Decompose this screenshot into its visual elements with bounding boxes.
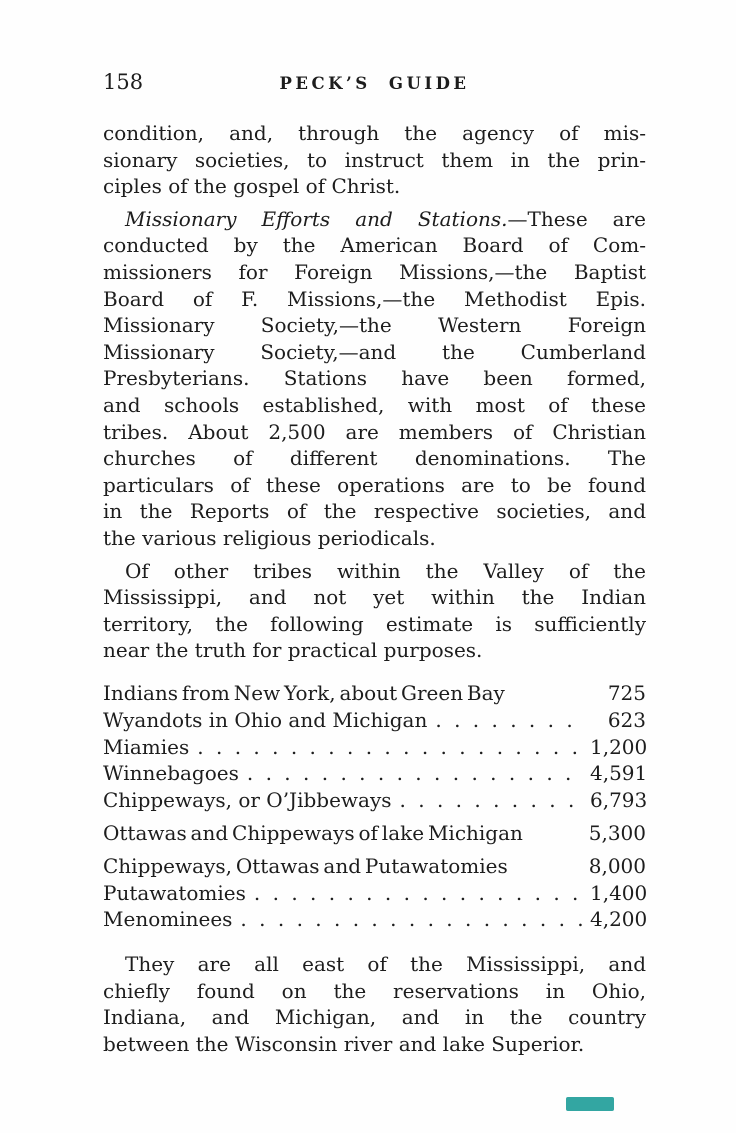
table-row: Putawatomies . . . . . . . . . . . . . .… <box>103 880 648 907</box>
italic-heading: Missionary Efforts and Stations. <box>125 206 508 231</box>
text-line: in the Reports of the respective societi… <box>103 499 646 524</box>
text-line: near the truth for practical purposes. <box>103 638 483 663</box>
text-line: particulars of these operations are to b… <box>103 472 646 497</box>
population-value: 8,000 <box>588 854 646 879</box>
population-estimate-table: Indians from New York, about Green Bay 72… <box>103 674 648 933</box>
dot-leader: . . . . . . . . . . . . . . . . . . . . … <box>435 708 584 733</box>
population-value: 6,793 <box>590 787 648 812</box>
population-value: 1,400 <box>590 880 648 905</box>
tribe-label: Indians from New York, about Green Bay <box>103 681 505 706</box>
text-line: and schools established, with most of th… <box>103 392 646 417</box>
text-line: ciples of the gospel of Christ. <box>103 174 401 199</box>
table-row: Wyandots in Ohio and Michigan . . . . . … <box>103 707 646 734</box>
text-line: Missionary Society,—the Western Foreign <box>103 313 646 338</box>
text-line: Of other tribes within the Valley of the <box>125 558 646 583</box>
page-body: condition, and, through the agency of mi… <box>103 120 648 1057</box>
population-value: 1,200 <box>590 734 648 759</box>
population-value: 623 <box>607 708 646 733</box>
text-line: conducted by the American Board of Com- <box>103 233 646 258</box>
text-line: Board of F. Missions,—the Methodist Epis… <box>103 286 646 311</box>
population-value: 5,300 <box>588 821 646 846</box>
dot-leader: . . . . . . . . . . . . . . . . . . . . … <box>197 734 584 759</box>
population-value: 725 <box>607 681 646 706</box>
text-line: sionary societies, to instruct them in t… <box>103 147 646 172</box>
table-row: Chippeways, or O’Jibbeways . . . . . . .… <box>103 787 648 814</box>
text-line: between the Wisconsin river and lake Sup… <box>103 1031 585 1056</box>
text-line: the various religious periodicals. <box>103 525 436 550</box>
dot-leader: . . . . . . . . . . . . . . . . . . . . … <box>240 907 584 932</box>
text-line: Missionary Society,—and the Cumberland <box>103 339 646 364</box>
text-line: Presbyterians. Stations have been formed… <box>103 366 646 391</box>
text-line: Indiana, and Michigan, and in the countr… <box>103 1005 646 1030</box>
text-line: tribes. About 2,500 are members of Chris… <box>103 419 646 444</box>
dot-leader <box>516 847 583 874</box>
text-line: chiefly found on the reservations in Ohi… <box>103 978 646 1003</box>
table-row: Winnebagoes . . . . . . . . . . . . . . … <box>103 760 648 787</box>
text-line: Mississippi, and not yet within the Indi… <box>103 585 646 610</box>
population-value: 4,591 <box>590 761 648 786</box>
running-title: PECK’S GUIDE <box>279 74 470 93</box>
text-line: territory, the following estimate is suf… <box>103 611 646 636</box>
paragraph: Of other tribes within the Valley of the… <box>103 558 646 664</box>
tribe-label: Chippeways, or O’Jibbeways <box>103 787 392 812</box>
text-line: churches of different denominations. The <box>103 446 646 471</box>
text-line: condition, and, through the agency of mi… <box>103 121 646 145</box>
dot-leader <box>531 813 583 840</box>
dot-leader: . . . . . . . . . . . . . . . . . . . . … <box>399 787 584 812</box>
paragraph: Missionary Efforts and Stations.—These a… <box>103 206 646 552</box>
text-line: missioners for Foreign Missions,—the Bap… <box>103 259 646 284</box>
paragraph: They are all east of the Mississippi, an… <box>103 951 646 1057</box>
table-row: Indians from New York, about Green Bay 72… <box>103 674 646 707</box>
tribe-label: Ottawas and Chippeways of lake Michigan <box>103 821 523 846</box>
tribe-label: Miamies <box>103 734 190 759</box>
population-value: 4,200 <box>590 907 648 932</box>
dot-leader <box>513 674 584 701</box>
page-content: 158 PECK’S GUIDE condition, and, through… <box>103 70 648 1057</box>
dot-leader: . . . . . . . . . . . . . . . . . . . . … <box>246 761 584 786</box>
text-line: They are all east of the Mississippi, an… <box>125 952 646 976</box>
watermark-mark <box>566 1097 614 1111</box>
paragraph: condition, and, through the agency of mi… <box>103 120 646 200</box>
table-row: Miamies . . . . . . . . . . . . . . . . … <box>103 734 648 761</box>
table-row: Chippeways, Ottawas and Putawatomies 8,00… <box>103 847 646 880</box>
page-number: 158 <box>103 70 144 94</box>
page-header: 158 PECK’S GUIDE <box>103 70 646 94</box>
table-row: Ottawas and Chippeways of lake Michigan 5… <box>103 813 646 846</box>
tribe-label: Winnebagoes <box>103 761 239 786</box>
tribe-label: Putawatomies <box>103 880 246 905</box>
table-row: Menominees . . . . . . . . . . . . . . .… <box>103 906 648 933</box>
dot-leader: . . . . . . . . . . . . . . . . . . . . … <box>253 880 584 905</box>
text-line: Missionary Efforts and Stations.—These a… <box>125 206 646 231</box>
tribe-label: Chippeways, Ottawas and Putawatomies <box>103 854 508 879</box>
tribe-label: Wyandots in Ohio and Michigan <box>103 708 428 733</box>
tribe-label: Menominees <box>103 907 233 932</box>
